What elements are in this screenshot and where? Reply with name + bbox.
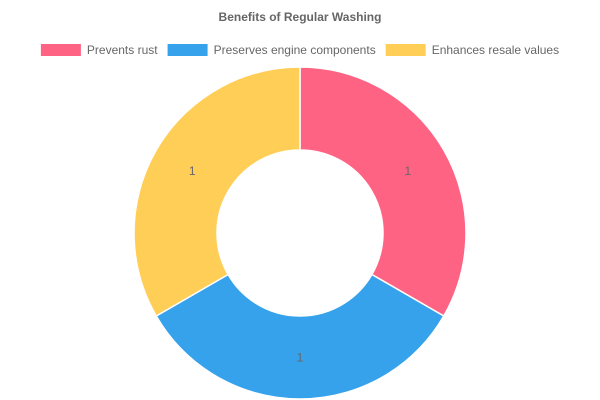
- legend-swatch: [167, 44, 208, 56]
- data-label-preserves-engine-components: 1: [297, 351, 304, 365]
- slice-enhances-resale-values[interactable]: [133, 66, 301, 318]
- data-label-prevents-rust: 1: [404, 164, 411, 178]
- slice-preserves-engine-components[interactable]: [155, 273, 445, 400]
- legend[interactable]: Prevents rust Preserves engine components…: [40, 43, 559, 57]
- legend-item-preserves-engine-components[interactable]: Preserves engine components: [167, 43, 376, 57]
- legend-item-prevents-rust[interactable]: Prevents rust: [40, 43, 158, 57]
- legend-label: Prevents rust: [87, 43, 158, 57]
- chart-title: Benefits of Regular Washing: [219, 10, 382, 24]
- doughnut-slices: [133, 66, 467, 400]
- data-labels: 1 1 1: [189, 164, 412, 365]
- legend-label: Enhances resale values: [432, 43, 559, 57]
- legend-swatch: [40, 44, 81, 56]
- legend-swatch: [385, 44, 426, 56]
- data-label-enhances-resale-values: 1: [189, 164, 196, 178]
- legend-item-enhances-resale-values[interactable]: Enhances resale values: [385, 43, 559, 57]
- slice-prevents-rust[interactable]: [299, 66, 467, 318]
- legend-label: Preserves engine components: [214, 43, 376, 57]
